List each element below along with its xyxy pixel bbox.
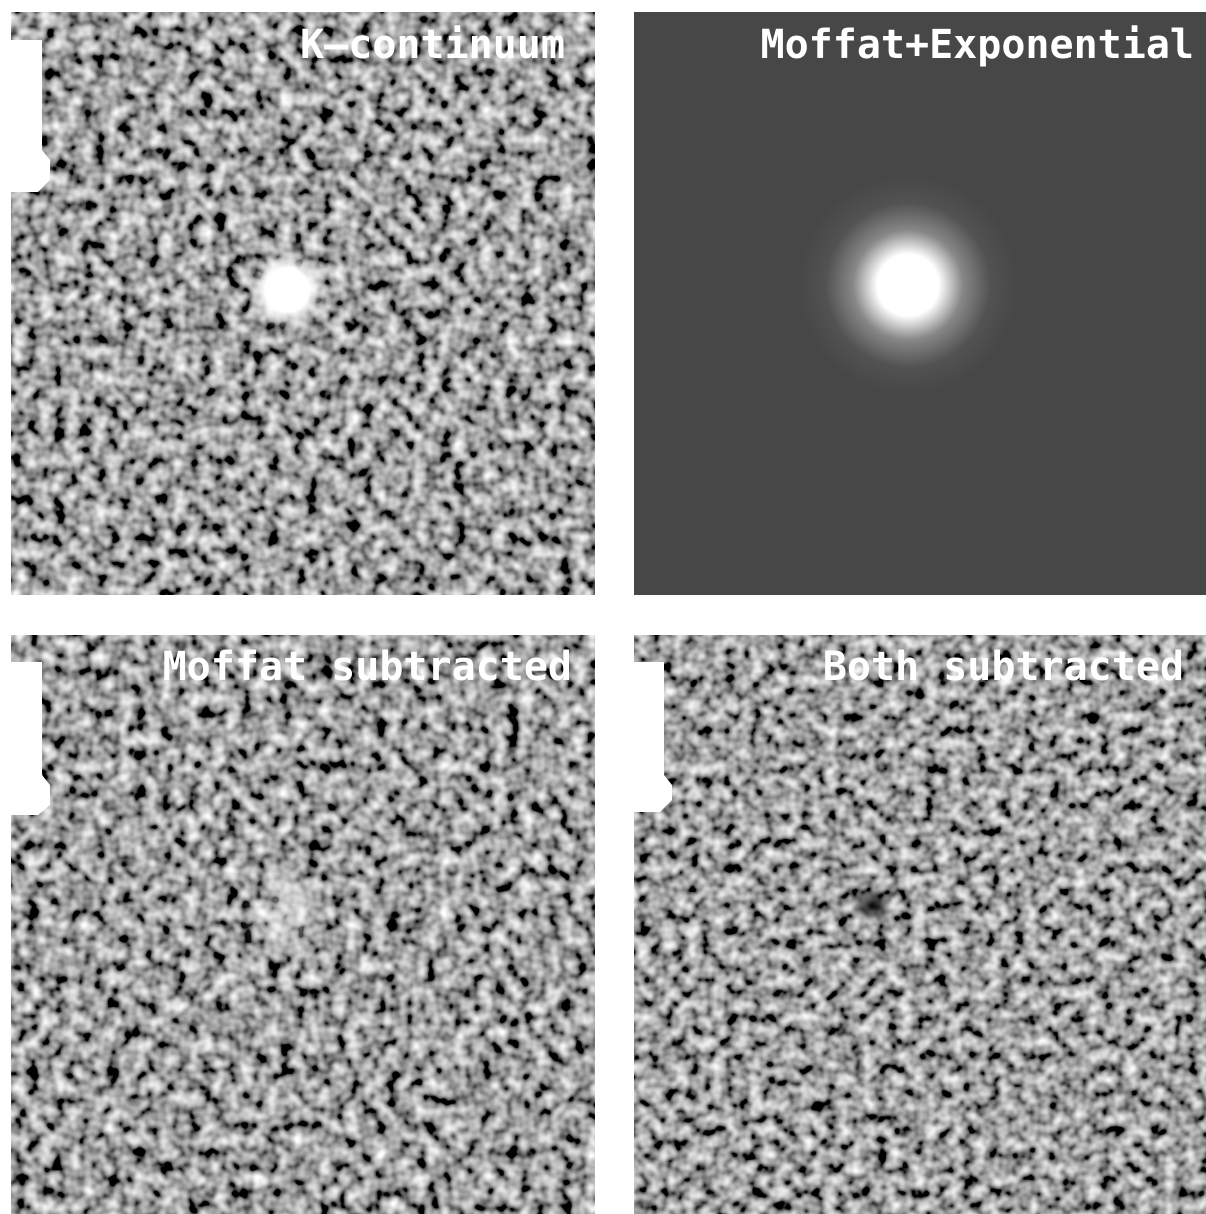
- page: {"panels": [ {"label": "K–continuum"}, {…: [0, 0, 1206, 1214]
- model-source: [798, 175, 1018, 395]
- source: [247, 250, 327, 330]
- panel-label: Both subtracted: [823, 644, 1184, 690]
- figure: K–continuum Moffat+Exponential Moffat su…: [0, 0, 1206, 1214]
- panel: Both subtracted: [634, 635, 1206, 1214]
- panel-label: Moffat+Exponential: [761, 22, 1194, 68]
- panel-label: K–continuum: [300, 22, 565, 68]
- residual: [850, 887, 894, 923]
- panel: Moffat subtracted: [11, 635, 595, 1214]
- body: K–continuum Moffat+Exponential Moffat su…: [0, 0, 1206, 1214]
- noise-image: [634, 635, 1206, 1214]
- residual: [240, 865, 330, 965]
- panel: K–continuum: [11, 12, 595, 595]
- panel-label: Moffat subtracted: [163, 644, 572, 690]
- panel: Moffat+Exponential: [634, 12, 1206, 595]
